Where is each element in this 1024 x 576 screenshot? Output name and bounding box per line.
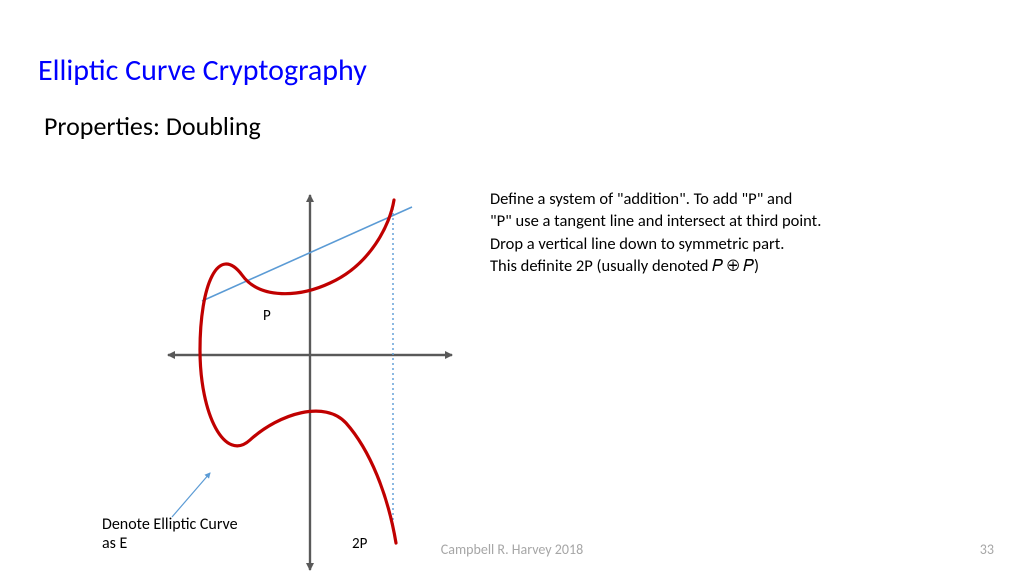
- desc-line-3: Drop a vertical line down to symmetric p…: [490, 233, 821, 255]
- label-p: P: [263, 307, 271, 325]
- desc-line-2: "P" use a tangent line and intersect at …: [490, 210, 821, 232]
- page-subtitle: Properties: Doubling: [44, 110, 261, 142]
- elliptic-curve-diagram: P 2P Denote Elliptic Curve as E: [130, 175, 490, 575]
- description-text: Define a system of "addition". To add "P…: [490, 188, 821, 277]
- footer-author: Campbell R. Harvey 2018: [0, 541, 1024, 558]
- desc-line-4: This definite 2P (usually denoted 𝑃 ⊕ 𝑃): [490, 255, 821, 277]
- page-title: Elliptic Curve Cryptography: [38, 52, 367, 89]
- caption-line-1: Denote Elliptic Curve: [102, 515, 238, 534]
- desc-line-1: Define a system of "addition". To add "P…: [490, 188, 821, 210]
- footer-page-number: 33: [980, 541, 994, 558]
